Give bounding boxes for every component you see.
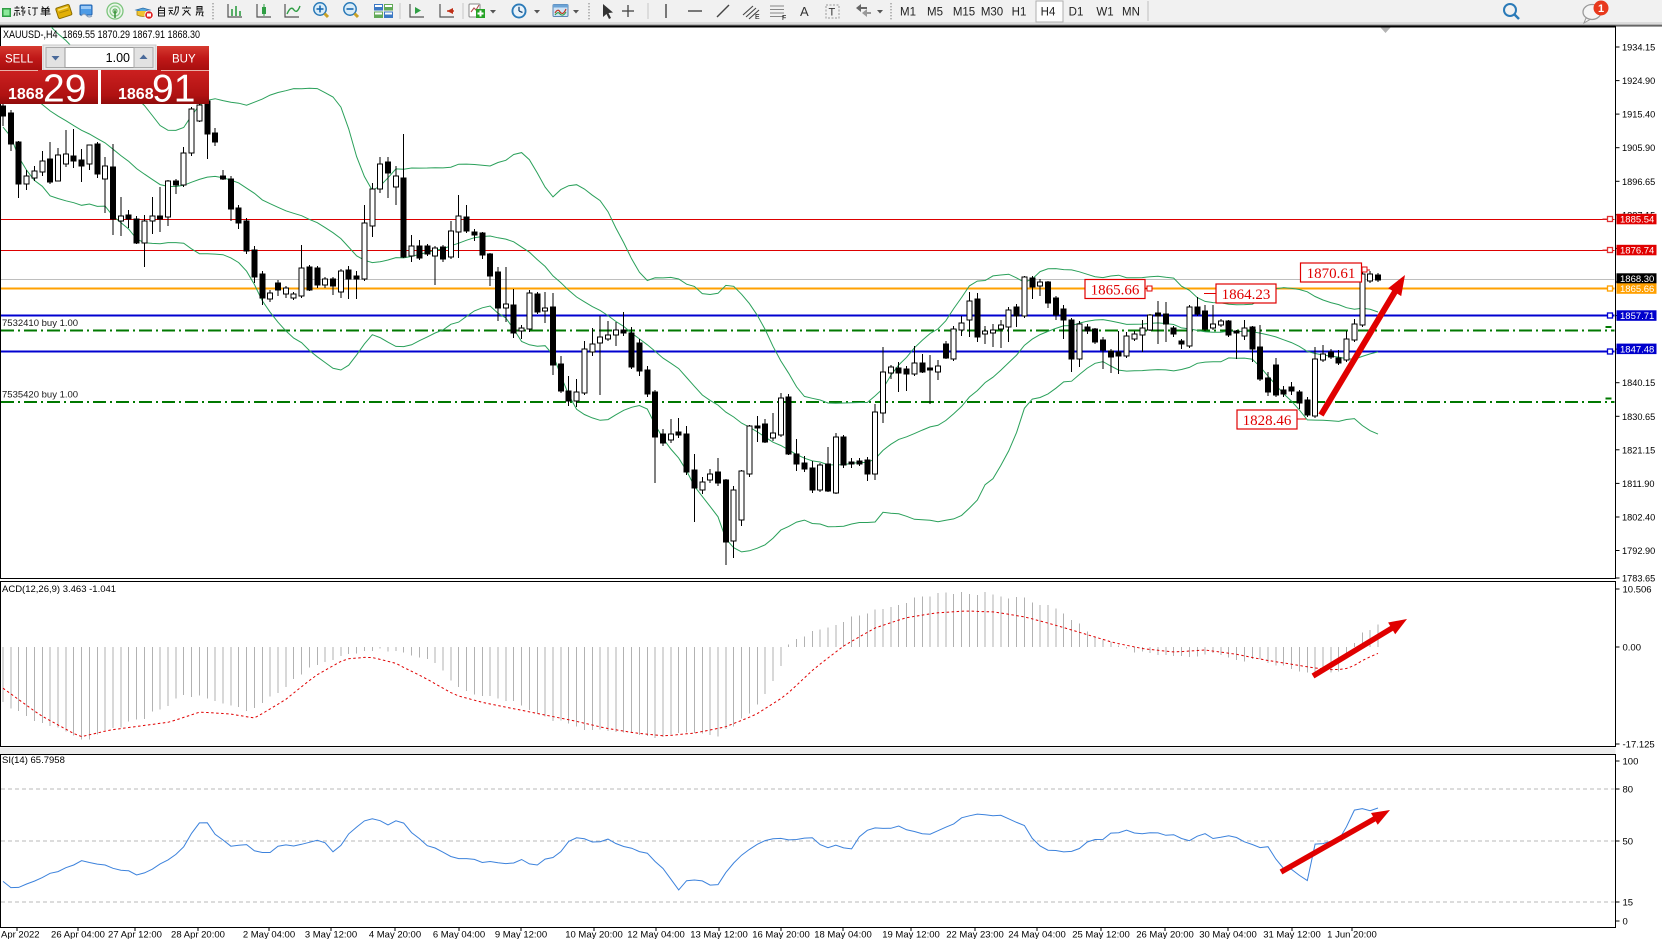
svg-text:1868.30: 1868.30 xyxy=(1620,274,1654,285)
svg-text:1865.66: 1865.66 xyxy=(1620,284,1654,295)
svg-text:1868: 1868 xyxy=(118,86,154,103)
svg-text:M1: M1 xyxy=(900,7,916,19)
svg-text:4 May 20:00: 4 May 20:00 xyxy=(369,930,421,939)
svg-text:26 Apr 04:00: 26 Apr 04:00 xyxy=(51,930,105,939)
svg-text:10.506: 10.506 xyxy=(1623,585,1652,596)
svg-text:30 May 04:00: 30 May 04:00 xyxy=(1199,930,1257,939)
svg-text:1802.40: 1802.40 xyxy=(1622,513,1655,523)
svg-text:91: 91 xyxy=(152,68,195,111)
svg-text:50: 50 xyxy=(1623,837,1634,848)
svg-text:25 May 12:00: 25 May 12:00 xyxy=(1072,930,1130,939)
svg-text:1: 1 xyxy=(1598,3,1604,15)
svg-text:15: 15 xyxy=(1623,898,1634,909)
svg-text:100: 100 xyxy=(1623,757,1639,768)
svg-text:1915.40: 1915.40 xyxy=(1622,110,1655,120)
svg-text:1876.74: 1876.74 xyxy=(1620,246,1654,257)
svg-text:T: T xyxy=(829,7,836,19)
svg-text:13 May 12:00: 13 May 12:00 xyxy=(690,930,748,939)
svg-text:1811.90: 1811.90 xyxy=(1622,479,1655,489)
svg-text:A: A xyxy=(800,4,809,19)
svg-text:F: F xyxy=(782,15,786,22)
svg-text:H4: H4 xyxy=(1041,7,1056,19)
svg-text:0: 0 xyxy=(1623,917,1628,928)
svg-text:6 May 04:00: 6 May 04:00 xyxy=(433,930,485,939)
svg-text:1865.66: 1865.66 xyxy=(1091,282,1140,298)
svg-text:1885.54: 1885.54 xyxy=(1620,215,1654,226)
svg-text:1934.15: 1934.15 xyxy=(1622,43,1655,53)
svg-text:1821.15: 1821.15 xyxy=(1622,445,1655,455)
svg-text:12 May 04:00: 12 May 04:00 xyxy=(627,930,685,939)
svg-text:SELL: SELL xyxy=(5,54,34,66)
svg-text:27 Apr 12:00: 27 Apr 12:00 xyxy=(108,930,162,939)
svg-text:9 May 12:00: 9 May 12:00 xyxy=(495,930,547,939)
svg-text:3 May 12:00: 3 May 12:00 xyxy=(305,930,357,939)
svg-text:M30: M30 xyxy=(981,7,1003,19)
svg-text:1847.48: 1847.48 xyxy=(1620,344,1654,355)
svg-text:22 May 23:00: 22 May 23:00 xyxy=(946,930,1004,939)
svg-text:Apr 2022: Apr 2022 xyxy=(1,930,40,939)
svg-text:26 May 20:00: 26 May 20:00 xyxy=(1136,930,1194,939)
svg-text:1830.65: 1830.65 xyxy=(1622,412,1655,422)
svg-text:M15: M15 xyxy=(953,7,975,19)
svg-text:M5: M5 xyxy=(927,7,943,19)
svg-text:19 May 12:00: 19 May 12:00 xyxy=(882,930,940,939)
svg-text:1783.65: 1783.65 xyxy=(1622,574,1655,584)
svg-text:1792.90: 1792.90 xyxy=(1622,546,1655,556)
svg-text:1.00: 1.00 xyxy=(106,51,130,65)
svg-text:SI(14) 65.7958: SI(14) 65.7958 xyxy=(2,755,65,766)
svg-text:1 Jun 20:00: 1 Jun 20:00 xyxy=(1327,930,1377,939)
svg-text:1828.46: 1828.46 xyxy=(1243,413,1292,429)
svg-text:D1: D1 xyxy=(1069,7,1084,19)
svg-text:1857.71: 1857.71 xyxy=(1620,311,1654,322)
svg-text:24 May 04:00: 24 May 04:00 xyxy=(1008,930,1066,939)
svg-text:29: 29 xyxy=(43,68,86,111)
svg-text:7532410 buy 1.00: 7532410 buy 1.00 xyxy=(2,318,78,329)
svg-text:7535420 buy 1.00: 7535420 buy 1.00 xyxy=(2,390,78,401)
svg-text:H1: H1 xyxy=(1012,7,1027,19)
svg-text:1924.90: 1924.90 xyxy=(1622,76,1655,86)
svg-text:2 May 04:00: 2 May 04:00 xyxy=(243,930,295,939)
svg-text:28 Apr 20:00: 28 Apr 20:00 xyxy=(171,930,225,939)
svg-text:MN: MN xyxy=(1122,7,1140,19)
svg-text:XAUUSD-,H4 1869.55 1870.29 18: XAUUSD-,H4 1869.55 1870.29 1867.91 1868.… xyxy=(3,29,200,41)
svg-text:ACD(12,26,9) 3.463 -1.041: ACD(12,26,9) 3.463 -1.041 xyxy=(2,584,116,595)
svg-text:1905.90: 1905.90 xyxy=(1622,143,1655,153)
svg-text:1896.65: 1896.65 xyxy=(1622,177,1655,187)
svg-text:1840.15: 1840.15 xyxy=(1622,378,1655,388)
svg-text:W1: W1 xyxy=(1096,7,1113,19)
svg-text:10 May 20:00: 10 May 20:00 xyxy=(565,930,623,939)
svg-text:18 May 04:00: 18 May 04:00 xyxy=(814,930,872,939)
svg-text:16 May 20:00: 16 May 20:00 xyxy=(752,930,810,939)
svg-text:31 May 12:00: 31 May 12:00 xyxy=(1263,930,1321,939)
svg-text:0.00: 0.00 xyxy=(1623,643,1642,654)
svg-text:1864.23: 1864.23 xyxy=(1222,287,1271,303)
svg-text:80: 80 xyxy=(1623,785,1634,796)
svg-text:BUY: BUY xyxy=(172,54,196,66)
svg-text:-17.125: -17.125 xyxy=(1623,740,1655,751)
svg-text:1870.61: 1870.61 xyxy=(1307,266,1356,282)
svg-text:1868: 1868 xyxy=(8,86,44,103)
svg-text:E: E xyxy=(755,14,760,21)
